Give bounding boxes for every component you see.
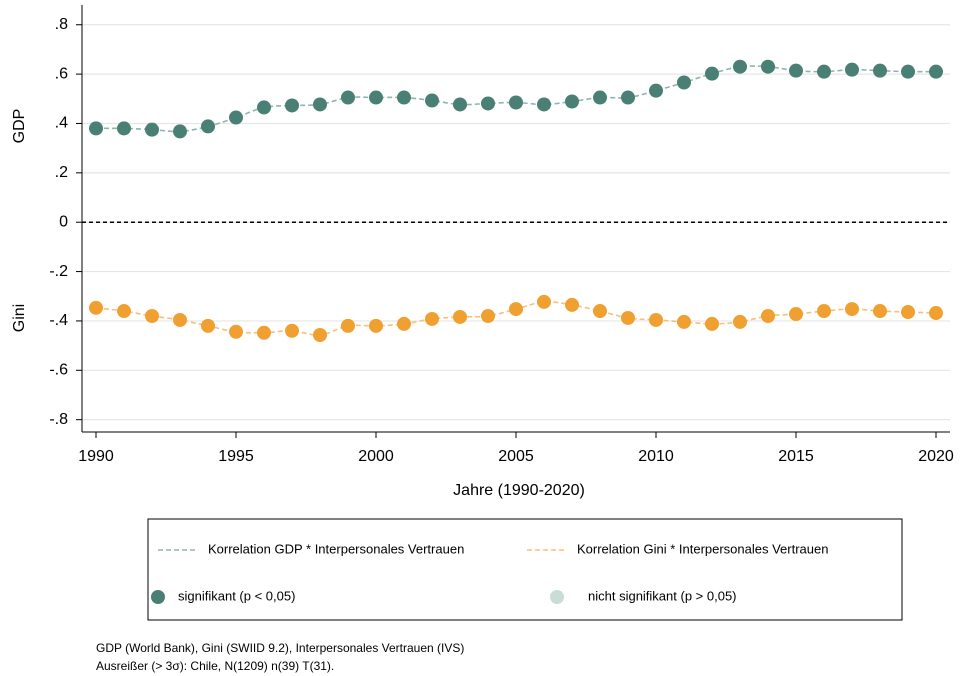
- point: [537, 294, 551, 309]
- legend-label: Korrelation Gini * Interpersonales Vertr…: [577, 541, 828, 556]
- point: [285, 98, 299, 113]
- point: [117, 304, 131, 319]
- point: [761, 59, 775, 74]
- point: [705, 66, 719, 81]
- x-tick-label: 1995: [218, 448, 254, 465]
- point: [649, 312, 663, 327]
- point: [397, 316, 411, 331]
- point: [201, 119, 215, 134]
- point: [789, 307, 803, 322]
- point: [929, 306, 943, 321]
- point: [565, 297, 579, 312]
- point: [229, 110, 243, 125]
- point: [425, 93, 439, 108]
- point: [509, 95, 523, 110]
- point: [845, 302, 859, 317]
- point: [117, 121, 131, 136]
- point: [481, 308, 495, 323]
- point: [845, 62, 859, 77]
- point: [201, 318, 215, 333]
- y-tick-label: .6: [55, 65, 68, 82]
- point: [173, 312, 187, 327]
- point: [593, 90, 607, 105]
- y-tick-label: -.8: [49, 411, 68, 428]
- legend-marker: [550, 590, 564, 604]
- point: [89, 300, 103, 315]
- point: [481, 96, 495, 111]
- point: [621, 310, 635, 325]
- point: [677, 75, 691, 90]
- point: [733, 59, 747, 74]
- point: [341, 318, 355, 333]
- y-tick-label: .2: [55, 164, 68, 181]
- point: [369, 90, 383, 105]
- point: [537, 97, 551, 112]
- point: [901, 305, 915, 320]
- x-tick-label: 2015: [778, 448, 814, 465]
- x-tick-label: 2020: [918, 448, 954, 465]
- point: [173, 124, 187, 139]
- point: [453, 97, 467, 112]
- point: [761, 308, 775, 323]
- y-tick-label: -.4: [49, 312, 68, 329]
- x-tick-label: 2005: [498, 448, 534, 465]
- point: [873, 63, 887, 78]
- y-tick-label: .4: [55, 115, 68, 132]
- point: [621, 90, 635, 105]
- point: [425, 311, 439, 326]
- legend-box: [147, 518, 903, 621]
- point: [929, 64, 943, 79]
- point: [257, 100, 271, 115]
- y-tick-label: -.2: [49, 263, 68, 280]
- y-tick-label: 0: [59, 213, 68, 230]
- y-axis-label: Gini: [11, 304, 28, 332]
- y-tick-label: .8: [55, 16, 68, 33]
- legend-marker: [151, 590, 165, 604]
- point: [649, 83, 663, 98]
- point: [509, 302, 523, 317]
- point: [453, 309, 467, 324]
- point: [817, 304, 831, 319]
- point: [677, 314, 691, 329]
- note: GDP (World Bank), Gini (SWIID 9.2), Inte…: [96, 641, 464, 655]
- point: [313, 327, 327, 342]
- point: [145, 122, 159, 137]
- x-tick-label: 1990: [78, 448, 114, 465]
- point: [369, 318, 383, 333]
- point: [873, 304, 887, 319]
- point: [257, 325, 271, 340]
- point: [789, 63, 803, 78]
- y-axis-label: GDP: [11, 109, 28, 144]
- point: [705, 316, 719, 331]
- point: [733, 314, 747, 329]
- x-axis-label: Jahre (1990-2020): [453, 482, 585, 499]
- point: [593, 304, 607, 319]
- point: [285, 323, 299, 338]
- point: [901, 64, 915, 79]
- legend-label: nicht signifikant (p > 0,05): [588, 588, 737, 603]
- point: [89, 121, 103, 136]
- note: Ausreißer (> 3σ): Chile, N(1209) n(39) T…: [96, 659, 334, 673]
- point: [341, 90, 355, 105]
- point: [817, 64, 831, 79]
- point: [397, 90, 411, 105]
- point: [565, 94, 579, 109]
- legend-label: Korrelation GDP * Interpersonales Vertra…: [208, 541, 464, 556]
- y-tick-label: -.6: [49, 362, 68, 379]
- point: [229, 324, 243, 339]
- legend-label: signifikant (p < 0,05): [178, 588, 295, 603]
- x-tick-label: 2000: [358, 448, 394, 465]
- point: [145, 308, 159, 323]
- point: [313, 97, 327, 112]
- x-tick-label: 2010: [638, 448, 674, 465]
